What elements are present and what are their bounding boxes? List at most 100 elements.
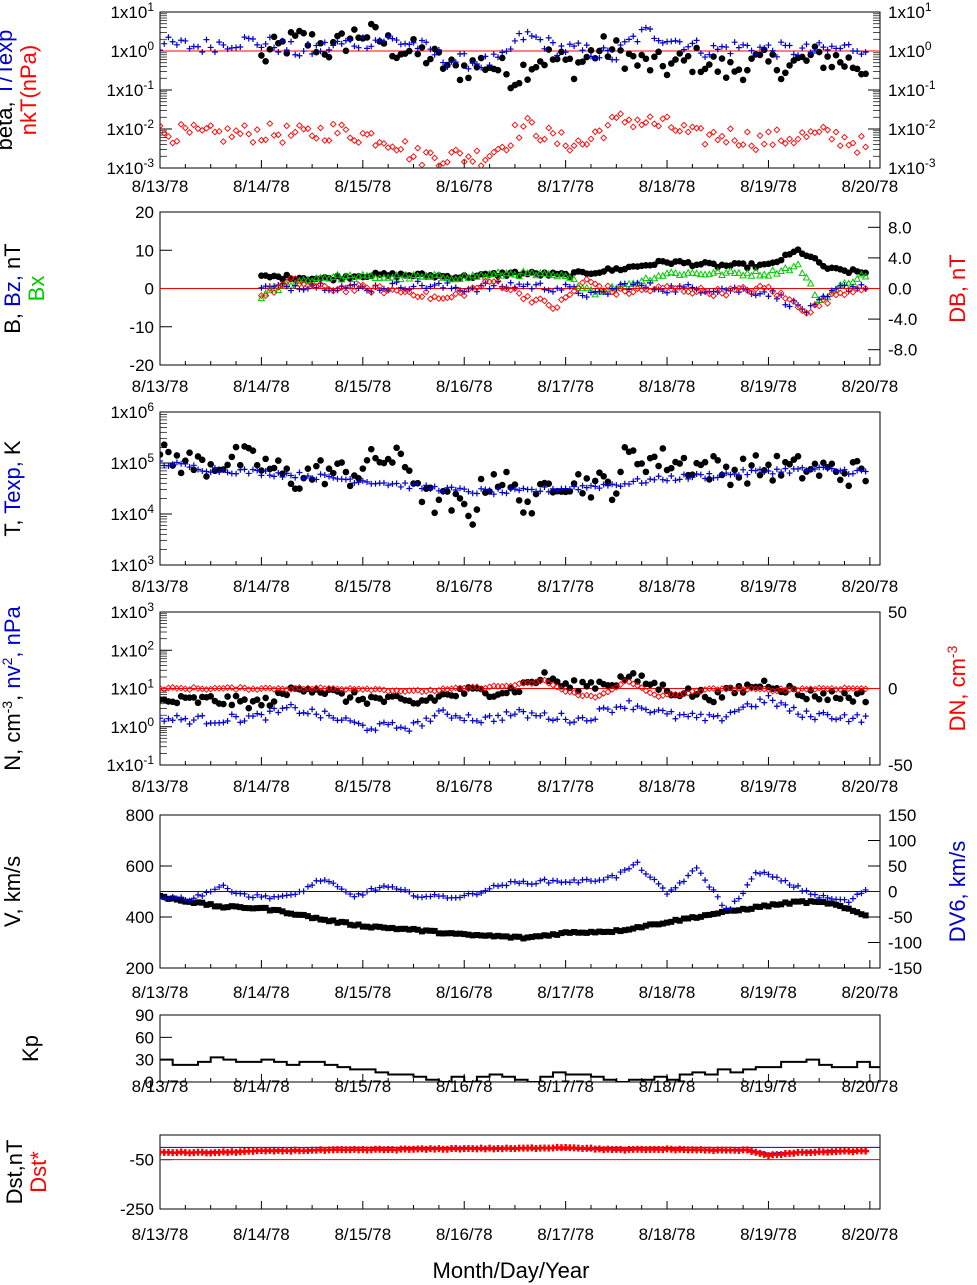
data-point [524, 498, 531, 506]
data-point [604, 482, 611, 489]
data-point [279, 281, 286, 289]
data-point [786, 62, 793, 69]
x-tick-label: 8/20/78 [841, 777, 898, 796]
data-point [317, 281, 325, 288]
data-point [862, 285, 870, 292]
data-point [528, 118, 536, 126]
data-point [714, 285, 722, 293]
data-point [160, 715, 163, 722]
y2-tick-label: 100 [888, 832, 916, 851]
data-point [262, 468, 269, 475]
data-point [562, 716, 569, 723]
data-point [317, 457, 324, 464]
y-tick-label: 30 [135, 1051, 154, 1070]
data-point [781, 263, 790, 271]
data-point [807, 128, 815, 135]
data-point [549, 485, 556, 492]
data-point [680, 57, 688, 64]
data-point [304, 40, 311, 47]
data-point [626, 926, 633, 933]
data-point [452, 712, 459, 719]
data-point [431, 51, 438, 58]
x-tick-label: 8/16/78 [436, 1225, 493, 1244]
data-point [824, 126, 832, 134]
data-point [558, 710, 565, 717]
data-point [414, 278, 421, 285]
data-point [626, 481, 633, 488]
y-axis-label: Dst,nT [2, 1140, 27, 1205]
y-axis-label-part-1: -3 [0, 701, 15, 714]
data-point [630, 281, 637, 288]
data-point [566, 879, 573, 886]
data-point [545, 716, 552, 723]
data-point [181, 685, 189, 693]
x-tick-label: 8/20/78 [841, 1225, 898, 1244]
data-point [380, 882, 387, 889]
data-point [347, 717, 354, 724]
data-point [748, 289, 755, 297]
data-point [862, 468, 869, 475]
data-point [232, 443, 240, 451]
data-point [798, 685, 806, 692]
data-point [748, 875, 755, 882]
data-point [795, 898, 802, 905]
data-point [672, 56, 679, 63]
data-point [499, 489, 506, 496]
data-point [292, 282, 299, 289]
data-point [557, 128, 565, 136]
y2-tick-label: 0 [888, 883, 897, 902]
data-point [186, 897, 193, 904]
data-point [304, 473, 311, 480]
data-point [385, 33, 392, 40]
data-point [326, 473, 333, 480]
data-point [574, 691, 582, 699]
data-point [541, 932, 548, 939]
y2-axis-label-part-1: -3 [944, 645, 960, 658]
data-point [511, 711, 518, 718]
data-point [841, 684, 848, 692]
x-tick-label: 8/20/78 [841, 1077, 898, 1096]
data-point [199, 712, 206, 719]
data-point [617, 47, 624, 54]
data-point [528, 486, 535, 493]
data-point [456, 289, 464, 297]
data-point [431, 509, 438, 517]
data-point [241, 696, 248, 703]
data-point [757, 466, 764, 473]
data-point [481, 277, 489, 285]
data-point [727, 906, 734, 913]
y-tick-label: 20 [135, 203, 154, 222]
data-point [300, 888, 307, 895]
data-point [735, 472, 742, 479]
data-point [697, 688, 705, 696]
data-point [811, 47, 818, 54]
data-point [520, 509, 527, 516]
data-point [566, 684, 574, 692]
data-point [701, 65, 709, 73]
data-point [469, 521, 476, 528]
data-point [249, 36, 256, 43]
data-point [495, 932, 502, 939]
data-point [308, 31, 316, 38]
data-point [727, 50, 734, 57]
y-axis-label: N, cm-3, nv2, nPa [0, 605, 25, 770]
data-point [579, 482, 586, 489]
data-point [777, 289, 785, 297]
data-point [384, 273, 393, 281]
data-point [651, 876, 658, 883]
data-point [359, 34, 366, 41]
data-point [237, 904, 244, 911]
data-point [617, 681, 625, 688]
data-point [380, 289, 388, 297]
data-point [364, 727, 371, 734]
data-point [841, 291, 848, 299]
data-point [735, 44, 742, 51]
data-point [566, 929, 573, 936]
data-point [431, 891, 438, 898]
data-point [803, 41, 810, 48]
data-point [642, 24, 649, 31]
x-tick-label: 8/16/78 [436, 777, 493, 796]
data-point [402, 40, 409, 47]
data-point [482, 486, 489, 493]
data-point [638, 26, 645, 33]
